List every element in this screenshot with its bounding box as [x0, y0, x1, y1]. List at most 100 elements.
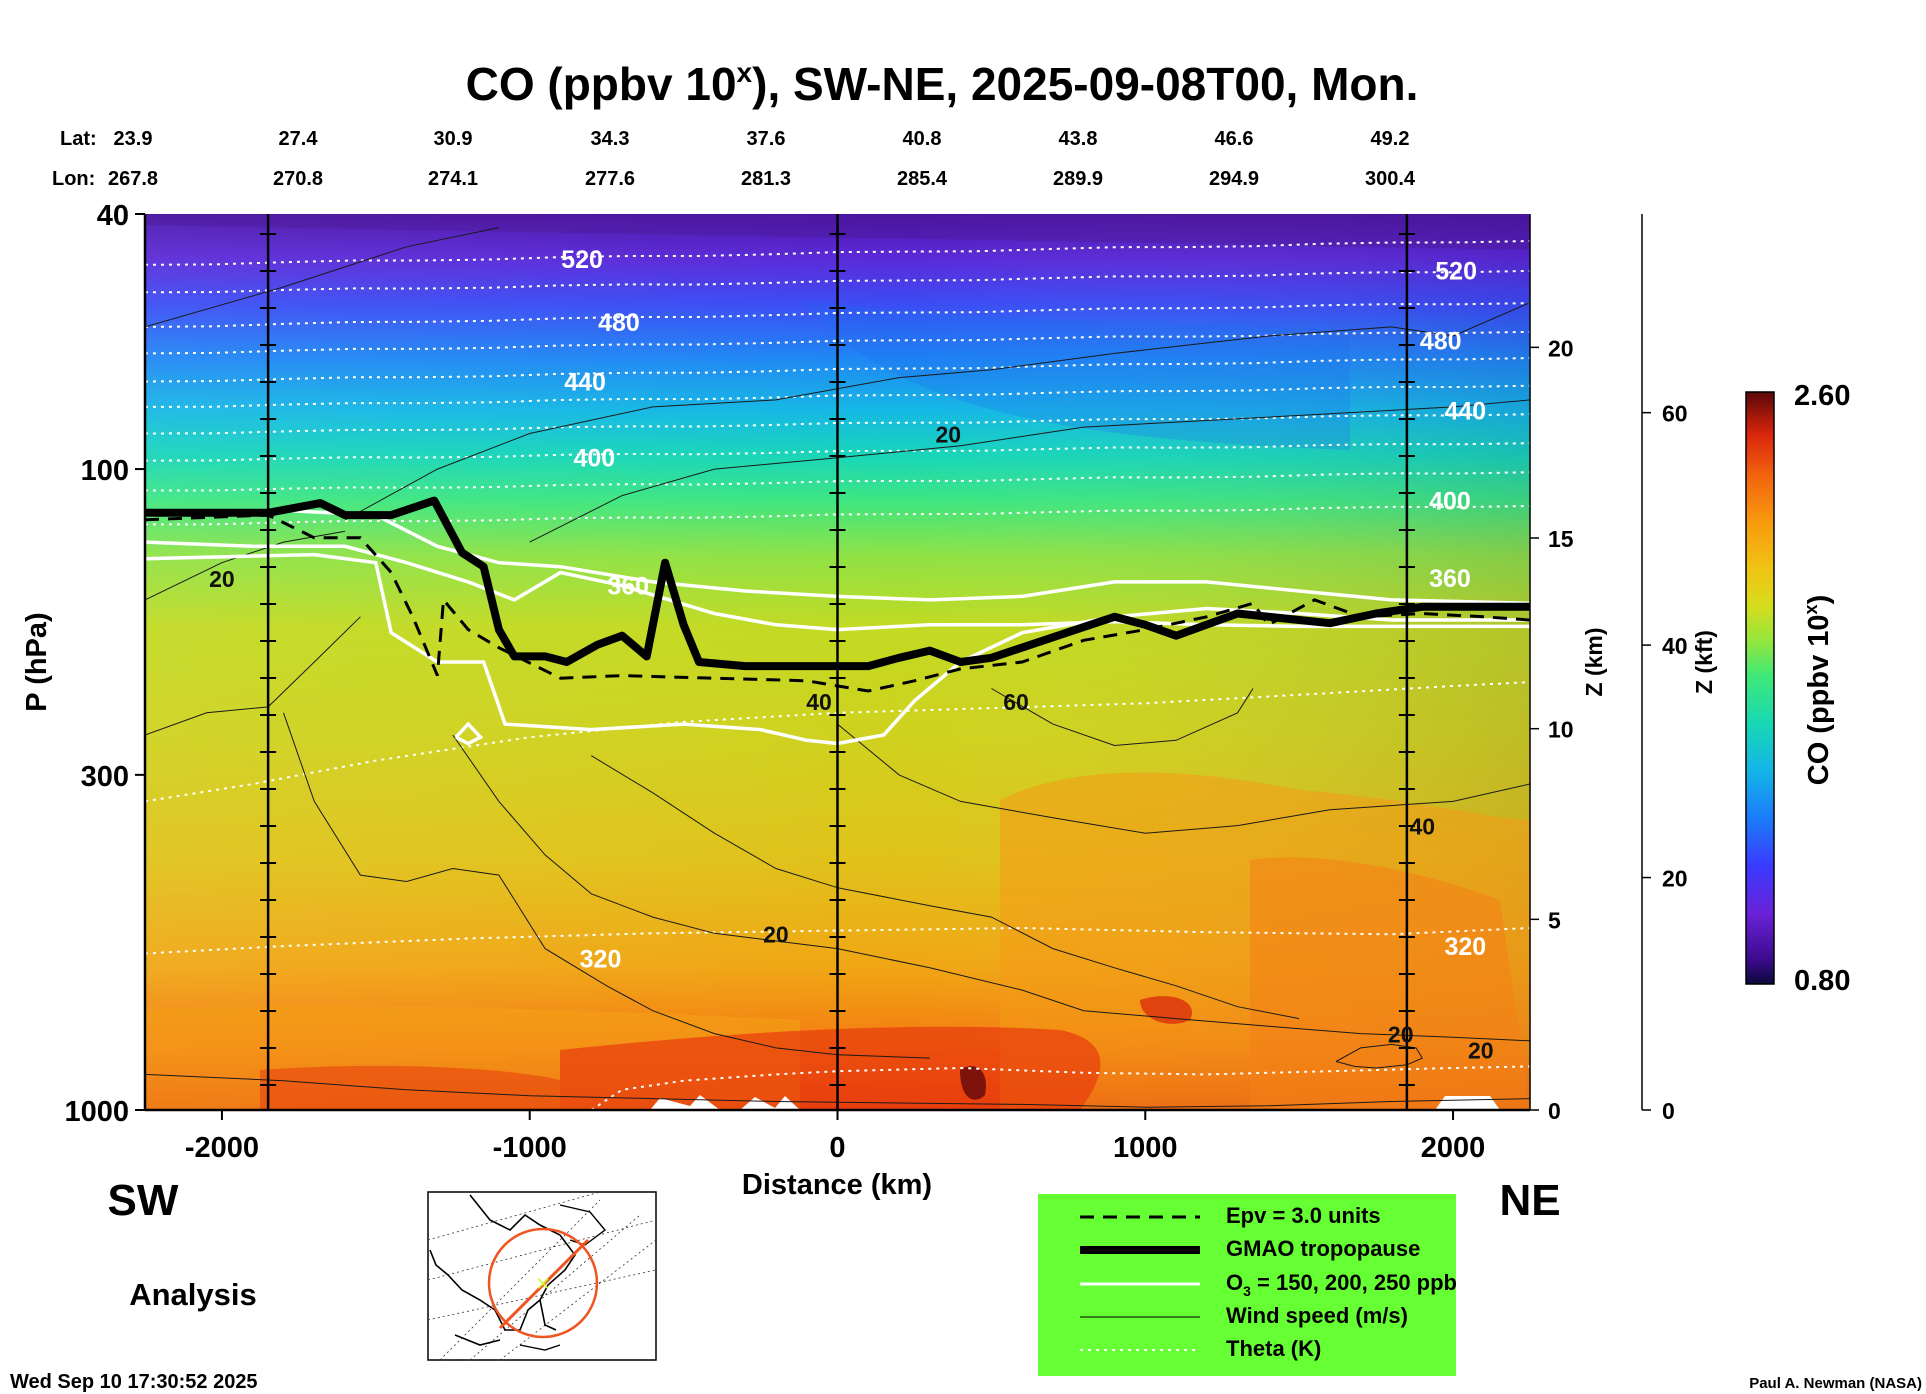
tropopause-line: [145, 496, 1530, 671]
z-km-tick-label: 20: [1548, 335, 1574, 361]
wind-contour-line: [529, 399, 1530, 543]
lat-value: 27.4: [279, 128, 319, 150]
legend-label-main: O: [1226, 1270, 1243, 1295]
wind-speed-label: 60: [1003, 689, 1029, 715]
map-section-path: [498, 1238, 590, 1330]
legend-label: Theta (K): [1226, 1336, 1321, 1361]
co-max-pocket: [960, 1066, 986, 1100]
theta-label: 440: [564, 368, 606, 396]
z-kft-tick-label: 60: [1662, 401, 1688, 427]
y-axis-title: P (hPa): [21, 612, 53, 711]
contour-labels: 520 480 440 400 360 320 520 480 440 400 360 320 20 20…: [209, 246, 1493, 1064]
colorbar-gradient: [1745, 391, 1775, 985]
theta-label: 520: [1435, 257, 1477, 285]
theta-contour-line: [145, 384, 1530, 408]
wind-contour-line: [283, 712, 930, 1059]
legend-label: GMAO tropopause: [1226, 1236, 1420, 1261]
legend-label-main: Wind speed (m/s): [1226, 1303, 1408, 1328]
theta-contour-line: [145, 471, 1530, 492]
z-km-tick-label: 5: [1548, 907, 1561, 933]
theta-contour-line: [145, 269, 1530, 294]
map-graticule: [469, 1214, 641, 1361]
ozone-contour-line: [145, 552, 1530, 746]
legend-label-main: GMAO tropopause: [1226, 1236, 1420, 1261]
theta-label: 320: [1445, 933, 1487, 961]
wind-speed-label: 20: [936, 421, 962, 447]
p-tick-label: 40: [97, 200, 129, 232]
wind-speed-label: 20: [763, 921, 789, 947]
p-tick-label: 300: [81, 761, 129, 793]
chart-title-rest: ), SW-NE, 2025-09-08T00, Mon.: [752, 58, 1418, 110]
theta-contour-line: [145, 330, 1530, 355]
credit-text: Paul A. Newman (NASA): [1749, 1375, 1922, 1392]
colorbar-title: CO (ppbv 10x): [1801, 595, 1835, 786]
legend-label-subscript: 3: [1243, 1283, 1251, 1299]
p-tick-label: 100: [81, 455, 129, 487]
colorbar: 2.60 0.80 CO (ppbv 10x): [1745, 380, 1850, 997]
analysis-label: Analysis: [129, 1277, 257, 1312]
p-tick-label: 1000: [64, 1096, 129, 1128]
lat-value: 37.6: [747, 128, 786, 150]
legend-label: Epv = 3.0 units: [1226, 1203, 1381, 1228]
lat-value: 34.3: [591, 128, 630, 150]
theta-contour-line: [145, 357, 1530, 383]
theta-label: 480: [1420, 327, 1462, 355]
theta-label: 440: [1445, 397, 1487, 425]
wind-speed-label: 40: [1409, 814, 1435, 840]
map-frame: [427, 1191, 657, 1361]
ozone-contours: [145, 508, 1530, 746]
co-blue-region: [800, 300, 1350, 450]
vertical-markers: [260, 214, 1415, 1110]
location-map-inset: ✕: [427, 1191, 657, 1361]
co-red-surface-west: [260, 1065, 560, 1110]
theta-label: 400: [1429, 488, 1471, 516]
legend-label-main: Epv = 3.0 units: [1226, 1203, 1381, 1228]
co-orange-region-east-2: [1250, 857, 1530, 1110]
lat-value: 30.9: [434, 128, 473, 150]
ozone-contour-line: [145, 508, 1530, 606]
lon-value: 285.4: [897, 168, 948, 190]
theta-label: 360: [607, 573, 649, 601]
lat-label: Lat:: [60, 128, 97, 150]
timestamp: Wed Sep 10 17:30:52 2025: [10, 1371, 258, 1393]
ozone-contour-loop: [454, 721, 484, 746]
lat-value: 40.8: [903, 128, 942, 150]
chart-title: CO (ppbv 10x), SW-NE, 2025-09-08T00, Mon…: [466, 57, 1419, 110]
z-kft-tick-label: 20: [1662, 866, 1688, 892]
chart-title-group: CO (ppbv 10x), SW-NE, 2025-09-08T00, Mon…: [466, 57, 1419, 110]
lon-value: 270.8: [273, 168, 323, 190]
lon-value: 300.4: [1365, 168, 1416, 190]
theta-contour-line: [145, 442, 1530, 462]
footer-group: SW NE Analysis Wed Sep 10 17:30:52 2025 Paul…: [10, 1176, 1922, 1393]
legend-label-main: Theta (K): [1226, 1336, 1321, 1361]
legend-label: Wind speed (m/s): [1226, 1303, 1408, 1328]
x-tick-label: -1000: [493, 1132, 567, 1164]
theta-label: 520: [561, 246, 603, 274]
wind-contour-line: [591, 755, 1300, 1020]
x-axis-title: Distance (km): [742, 1169, 932, 1201]
colorbar-min-label: 0.80: [1794, 965, 1850, 997]
tropopause-line-path: [145, 496, 1530, 671]
lon-value: 267.8: [108, 168, 158, 190]
legend: Epv = 3.0 units GMAO tropopause O3 = 150, …: [1038, 1194, 1457, 1376]
direction-right-label: NE: [1499, 1176, 1560, 1225]
lon-value: 274.1: [428, 168, 478, 190]
colorbar-title-end: ): [1803, 595, 1835, 605]
legend-label-rest: = 150, 200, 250 ppb: [1251, 1270, 1457, 1295]
wind-contour-line: [1335, 1043, 1424, 1069]
wind-speed-label: 20: [209, 566, 235, 592]
chart-title-main: CO (ppbv 10: [466, 58, 737, 110]
theta-contour-line: [145, 240, 1530, 266]
wind-contour-line: [452, 734, 1530, 1042]
theta-label: 400: [573, 445, 615, 473]
lon-label: Lon:: [52, 168, 95, 190]
x-tick-label: 1000: [1113, 1132, 1178, 1164]
z-kft-tick-label: 40: [1662, 633, 1688, 659]
theta-contour-line: [145, 505, 1530, 526]
legend-label: O3 = 150, 200, 250 ppb: [1226, 1270, 1457, 1299]
wind-contour-line: [837, 723, 1530, 834]
x-tick-label: 0: [829, 1132, 845, 1164]
colorbar-title-superscript: x: [1801, 604, 1821, 614]
